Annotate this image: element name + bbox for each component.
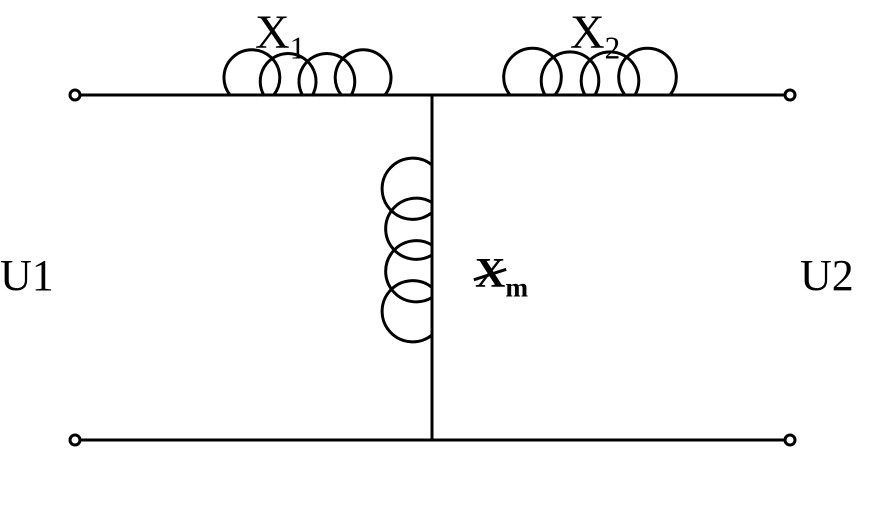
label-xm-sub: m (505, 272, 528, 302)
label-u2-text: U2 (800, 251, 854, 300)
label-x1-sub: 1 (290, 31, 306, 66)
label-xm: X m (475, 250, 528, 303)
label-x1-main: X (255, 6, 290, 59)
label-u2: U2 (800, 250, 854, 301)
circuit-diagram: U1 U2 X1 X2 X m (0, 0, 884, 507)
circuit-svg (0, 0, 884, 507)
label-x1: X1 (255, 5, 305, 67)
label-u1: U1 (0, 250, 54, 301)
label-x2: X2 (570, 5, 620, 67)
label-x2-main: X (570, 6, 605, 59)
label-x2-sub: 2 (605, 31, 621, 66)
label-u1-text: U1 (0, 251, 54, 300)
